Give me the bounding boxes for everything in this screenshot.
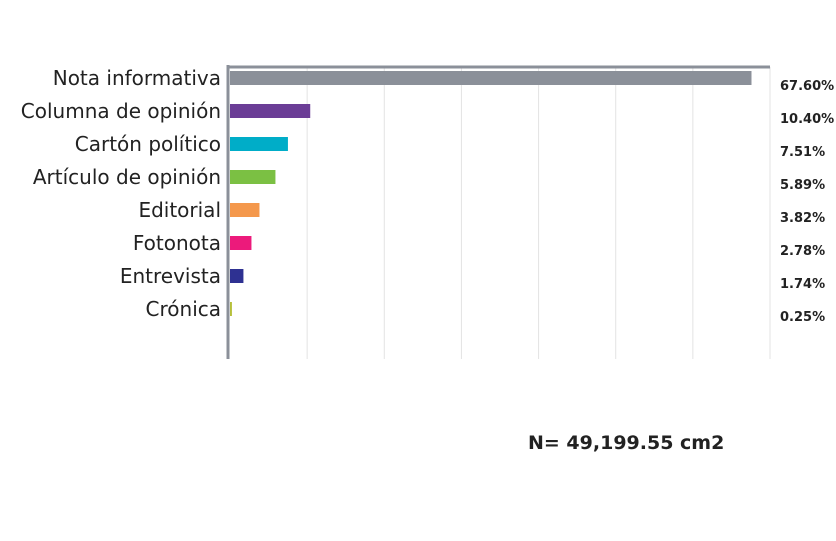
bar bbox=[230, 71, 752, 85]
bars bbox=[230, 71, 752, 316]
bar bbox=[230, 170, 276, 184]
value-label: 7.51% bbox=[780, 145, 825, 160]
value-label: 1.74% bbox=[780, 277, 825, 292]
bar bbox=[230, 137, 288, 151]
bar bbox=[230, 269, 244, 283]
category-label: Nota informativa bbox=[53, 66, 221, 90]
value-label: 10.40% bbox=[780, 112, 834, 127]
category-label: Artículo de opinión bbox=[33, 165, 221, 189]
sample-size-note: N= 49,199.55 cm2 bbox=[528, 432, 725, 454]
value-labels: 67.60% 10.40% 7.51% 5.89% 3.82% 2.78% 1.74% 0.2… bbox=[780, 79, 834, 325]
value-label: 5.89% bbox=[780, 178, 825, 193]
category-label: Crónica bbox=[146, 297, 221, 321]
category-label: Editorial bbox=[138, 198, 221, 222]
value-label: 2.78% bbox=[780, 244, 825, 259]
value-label: 67.60% bbox=[780, 79, 834, 94]
value-label: 3.82% bbox=[780, 211, 825, 226]
bar bbox=[230, 203, 260, 217]
bar bbox=[230, 104, 311, 118]
bar bbox=[230, 302, 232, 316]
category-label: Columna de opinión bbox=[21, 99, 221, 123]
bar bbox=[230, 236, 252, 250]
gridlines bbox=[306, 67, 771, 359]
value-label: 0.25% bbox=[780, 310, 825, 325]
category-label: Cartón político bbox=[75, 132, 221, 156]
category-label: Entrevista bbox=[120, 264, 221, 288]
category-labels: Nota informativa Columna de opinión Cartón… bbox=[21, 66, 221, 321]
category-label: Fotonota bbox=[133, 231, 221, 255]
